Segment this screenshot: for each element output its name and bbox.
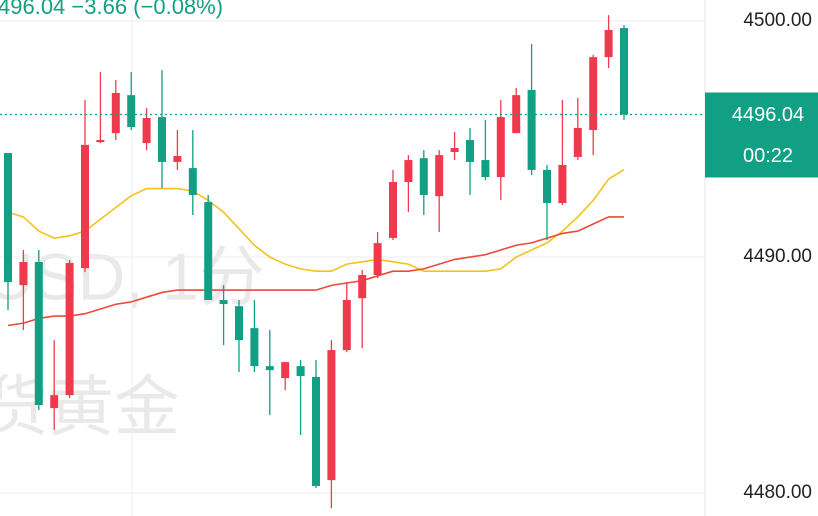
candle-body xyxy=(604,29,613,58)
background-layer: USD, 1分 货黄金 xyxy=(0,0,706,516)
candle-body xyxy=(327,350,336,481)
candle-body xyxy=(188,168,197,195)
candle-body xyxy=(96,139,105,143)
candle-body xyxy=(250,328,259,367)
candle-body xyxy=(589,57,598,131)
candle-body xyxy=(235,306,243,341)
candle-body xyxy=(265,366,274,371)
candle-body xyxy=(4,152,12,283)
candle-body xyxy=(435,155,444,197)
candle-body xyxy=(81,144,89,269)
candle-body xyxy=(158,117,166,162)
candle-body xyxy=(296,366,305,377)
candle-body xyxy=(450,148,459,153)
y-tick-label: 4500.00 xyxy=(743,10,812,31)
candle-body xyxy=(111,93,120,134)
watermark: 货黄金 xyxy=(0,369,180,443)
candle-body xyxy=(204,202,213,301)
candle-body xyxy=(281,362,290,379)
candle-body xyxy=(419,158,428,195)
candle-body xyxy=(404,160,413,182)
last-price-box xyxy=(705,92,818,178)
candle-body xyxy=(65,262,74,396)
candle-body xyxy=(558,164,567,204)
candle-body xyxy=(173,156,182,162)
candle-body xyxy=(481,160,490,178)
candle-body xyxy=(142,118,151,144)
candle-body xyxy=(466,139,474,162)
candle-body xyxy=(312,376,320,487)
candle-body xyxy=(342,300,351,351)
candle-body xyxy=(527,89,536,170)
candle-body xyxy=(127,95,136,127)
candle-body xyxy=(389,181,397,238)
candle-body xyxy=(219,300,228,305)
candle-body xyxy=(373,243,382,275)
candle-body xyxy=(50,395,59,409)
moving-average-line xyxy=(7,216,624,327)
candle-body xyxy=(620,28,628,115)
last-price-label: 4496.04 xyxy=(732,104,804,126)
candle-body xyxy=(573,127,582,157)
price-header: 496.04 −3.66 (−0.08%) xyxy=(0,0,223,19)
candle-body xyxy=(34,262,43,406)
y-tick-label: 4490.00 xyxy=(743,246,812,267)
countdown-label: 00:22 xyxy=(743,145,793,167)
candle-body xyxy=(496,117,505,178)
candle-body xyxy=(19,262,28,286)
candle-body xyxy=(543,169,551,204)
moving-average-line xyxy=(7,169,625,273)
candle-body xyxy=(358,274,367,299)
y-tick-label: 4480.00 xyxy=(743,482,812,503)
